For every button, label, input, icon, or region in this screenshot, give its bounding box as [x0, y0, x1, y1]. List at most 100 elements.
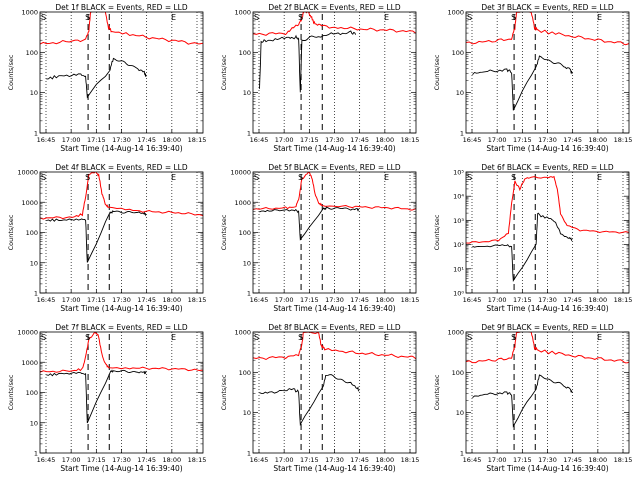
x-tick-label: 17:45 [563, 136, 582, 144]
x-axis-label: Start Time (14-Aug-14 16:39:40) [486, 464, 608, 473]
y-tick-label: 10⁰ [453, 290, 464, 298]
x-tick-label: 17:15 [300, 136, 319, 144]
x-tick-label: 16:45 [250, 296, 269, 304]
y-tick-label: 1 [34, 450, 38, 458]
lld-series-line [40, 332, 203, 373]
y-tick-label: 10⁵ [453, 169, 464, 177]
y-tick-label: 1000 [21, 199, 38, 207]
end-marker-label: E [597, 173, 602, 182]
x-axis-label: Start Time (14-Aug-14 16:39:40) [273, 144, 395, 153]
start-marker-label: S [511, 173, 516, 182]
x-tick-label: 18:15 [188, 136, 207, 144]
y-tick-label: 1 [247, 290, 251, 298]
x-tick-label: 18:00 [588, 456, 607, 464]
panel-title: Det 4f BLACK = Events, RED = LLD [55, 163, 188, 172]
y-tick-label: 1 [247, 450, 251, 458]
x-tick-label: 17:00 [275, 456, 294, 464]
start-marker-label: S [85, 13, 90, 22]
y-axis-label: Counts/sec [433, 54, 441, 90]
x-tick-label: 17:30 [325, 136, 344, 144]
y-tick-label: 10 [456, 89, 464, 97]
events-series-line [259, 374, 360, 426]
y-axis-label: Counts/sec [7, 54, 15, 90]
x-tick-label: 17:30 [112, 136, 131, 144]
lld-series-line [466, 12, 629, 46]
x-tick-label: 18:00 [588, 296, 607, 304]
x-tick-label: 18:00 [162, 136, 181, 144]
start-marker-label: S [298, 173, 303, 182]
y-tick-label: 10000 [17, 169, 38, 177]
x-tick-label: 16:45 [37, 296, 56, 304]
x-tick-label: 17:45 [137, 456, 156, 464]
x-axis-label: Start Time (14-Aug-14 16:39:40) [486, 144, 608, 153]
end-marker-label: E [171, 173, 176, 182]
y-axis-label: Counts/sec [220, 214, 228, 250]
x-axis-label: Start Time (14-Aug-14 16:39:40) [60, 304, 182, 313]
x-tick-label: 17:15 [87, 456, 106, 464]
y-tick-label: 1 [460, 130, 464, 138]
x-axis-label: Start Time (14-Aug-14 16:39:40) [486, 304, 608, 313]
start-marker-label: S [254, 333, 259, 342]
x-tick-label: 16:45 [463, 296, 482, 304]
y-axis-label: Counts/sec [7, 374, 15, 410]
y-tick-label: 1000 [447, 329, 464, 337]
end-marker-label: E [597, 333, 602, 342]
x-tick-label: 17:45 [350, 296, 369, 304]
y-tick-label: 10000 [230, 169, 251, 177]
events-series-line [472, 374, 573, 428]
x-tick-label: 17:00 [488, 296, 507, 304]
x-tick-label: 18:15 [614, 136, 633, 144]
panel-title: Det 1f BLACK = Events, RED = LLD [55, 3, 188, 12]
x-tick-label: 17:15 [513, 456, 532, 464]
x-tick-label: 17:00 [488, 456, 507, 464]
x-tick-label: 17:30 [538, 296, 557, 304]
y-tick-label: 1 [34, 290, 38, 298]
end-marker-label: E [384, 173, 389, 182]
x-tick-label: 18:15 [188, 456, 207, 464]
x-tick-label: 17:30 [112, 456, 131, 464]
y-tick-label: 10 [243, 259, 251, 267]
y-tick-label: 10000 [17, 329, 38, 337]
y-tick-label: 10 [30, 259, 38, 267]
x-tick-label: 17:45 [563, 296, 582, 304]
x-tick-label: 17:30 [538, 136, 557, 144]
start-marker-label: S [41, 13, 46, 22]
x-tick-label: 16:45 [37, 136, 56, 144]
x-tick-label: 17:45 [350, 136, 369, 144]
start-marker-label: S [85, 173, 90, 182]
x-tick-label: 18:00 [588, 136, 607, 144]
x-tick-label: 17:00 [488, 136, 507, 144]
events-series-line [472, 212, 573, 282]
x-tick-label: 17:45 [350, 456, 369, 464]
x-tick-label: 17:45 [137, 136, 156, 144]
x-tick-label: 18:15 [614, 296, 633, 304]
y-tick-label: 1 [460, 450, 464, 458]
x-tick-label: 17:15 [513, 296, 532, 304]
x-tick-label: 18:15 [401, 456, 420, 464]
start-marker-label: S [511, 13, 516, 22]
x-tick-label: 17:00 [275, 136, 294, 144]
y-tick-label: 10 [243, 89, 251, 97]
lld-series-line [253, 332, 416, 361]
events-series-line [472, 55, 573, 111]
y-tick-label: 100 [26, 49, 38, 57]
start-marker-label: S [298, 333, 303, 342]
panel-title: Det 5f BLACK = Events, RED = LLD [268, 163, 401, 172]
y-tick-label: 100 [26, 229, 38, 237]
panel-title: Det 3f BLACK = Events, RED = LLD [481, 3, 614, 12]
start-marker-label: S [467, 173, 472, 182]
x-tick-label: 18:15 [401, 136, 420, 144]
y-axis-label: Counts/sec [433, 374, 441, 410]
start-marker-label: S [254, 13, 259, 22]
y-tick-label: 10 [243, 409, 251, 417]
x-tick-label: 18:15 [188, 296, 207, 304]
lld-series-line [40, 172, 203, 220]
x-axis-label: Start Time (14-Aug-14 16:39:40) [60, 144, 182, 153]
x-tick-label: 17:15 [300, 296, 319, 304]
